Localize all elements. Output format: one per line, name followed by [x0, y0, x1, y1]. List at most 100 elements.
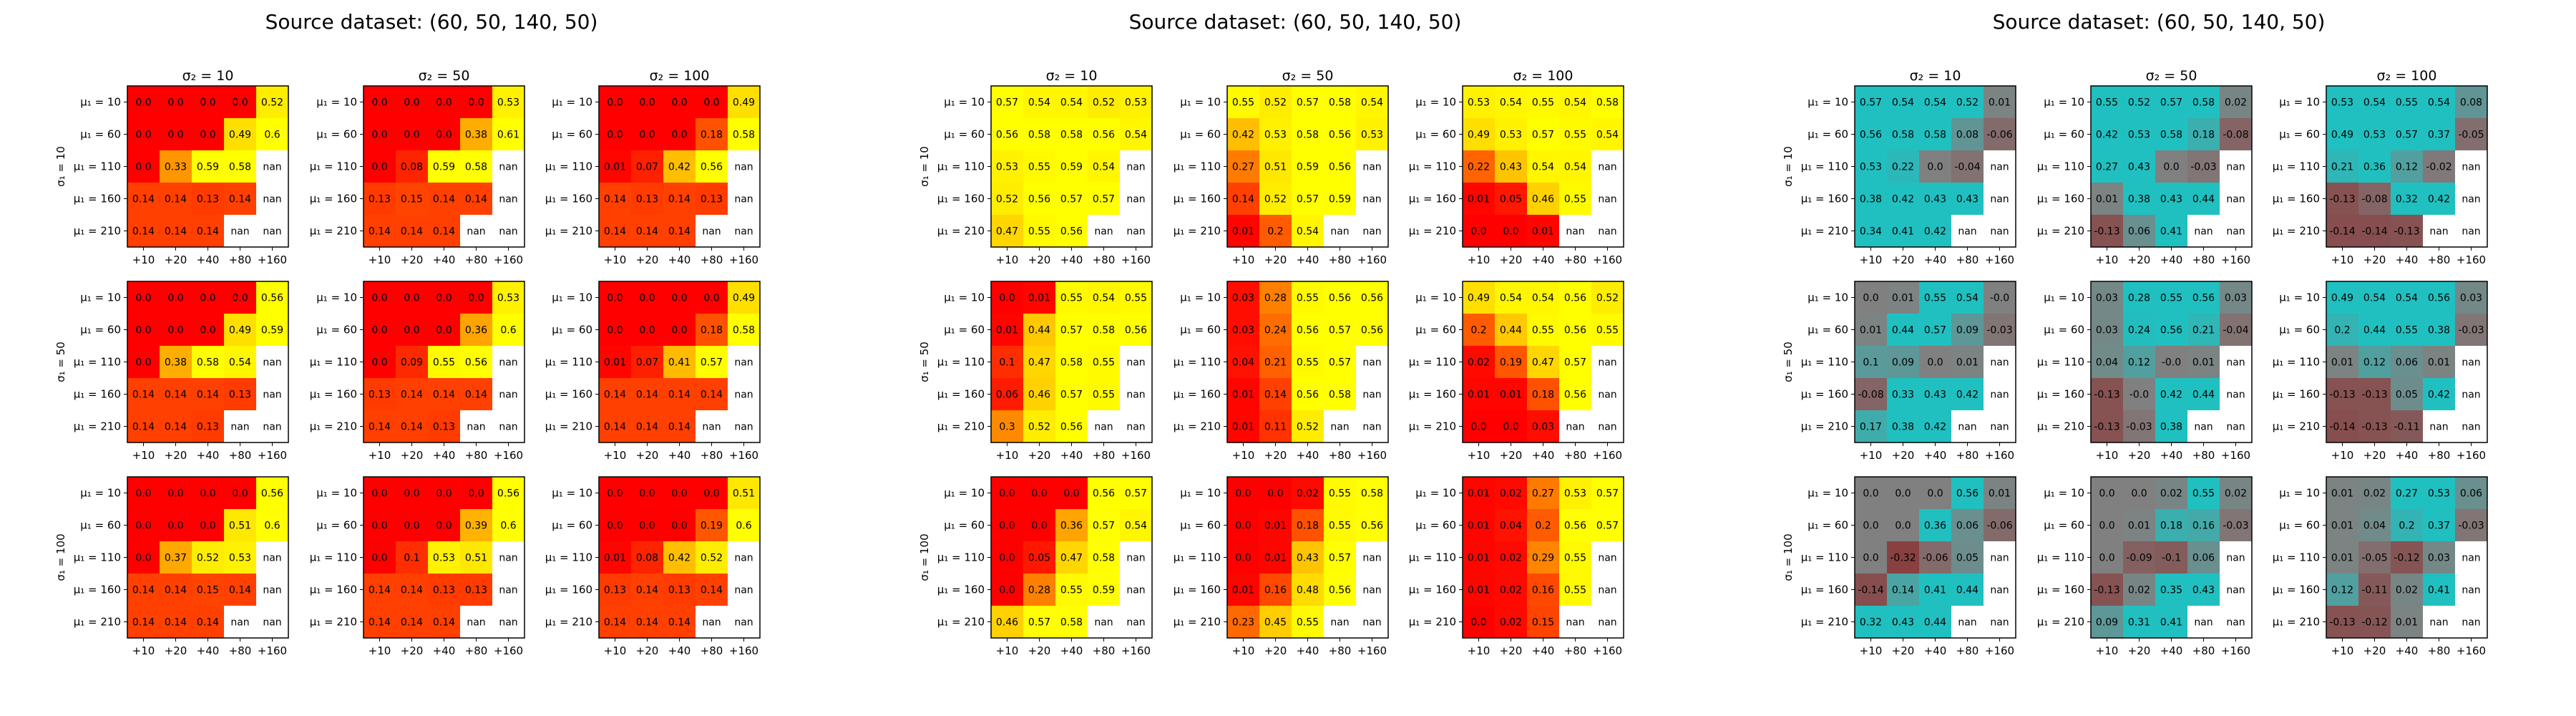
cell-label: 0.47: [1532, 357, 1554, 369]
heatmap-cell: [1088, 410, 1120, 442]
cell-label: 0.44: [1028, 325, 1050, 337]
heatmap-cell: [2358, 378, 2391, 410]
cell-label: nan: [702, 226, 721, 238]
cell-label: 0.56: [1329, 585, 1351, 596]
cell-label: 0.09: [401, 357, 423, 369]
heatmap-cell: [2123, 118, 2155, 150]
cell-label: 0.13: [229, 390, 251, 401]
heatmap-cell: [364, 477, 396, 509]
cell-label: nan: [734, 585, 753, 596]
heatmap-cell: [2391, 281, 2423, 314]
cell-label: 0.46: [1532, 194, 1554, 205]
cell-label: 0.29: [1532, 553, 1554, 564]
heatmap-cell: [2220, 378, 2252, 410]
cell-label: 0.42: [668, 553, 691, 564]
y-tick-label: μ₁ = 210: [2037, 225, 2084, 238]
y-tick-label: μ₁ = 10: [2044, 291, 2084, 304]
y-tick-label: μ₁ = 210: [1409, 225, 1456, 238]
cell-label: nan: [1362, 357, 1381, 369]
x-tick-label: +40: [1297, 253, 1319, 266]
cell-label: 0.35: [2160, 585, 2182, 596]
cell-label: 0.57: [1532, 130, 1554, 141]
heatmap-cell: [1984, 378, 2016, 410]
heatmap-cell: [256, 118, 288, 150]
cell-label: 0.54: [1956, 293, 1979, 304]
cell-label: 0.05: [2396, 390, 2418, 401]
heatmap-cell: [631, 314, 663, 346]
x-tick-label: +80: [1564, 644, 1587, 657]
x-tick-label: +20: [2363, 644, 2386, 657]
subplot-r1-c2: σ₂ = 500.55 0.52 0.57 0.58 0.020.42 0.53 0.58 0…: [2037, 68, 2253, 266]
heatmap-cell: [2187, 378, 2220, 410]
x-tick-label: +40: [1924, 449, 1947, 462]
cell-label: -0.13: [2361, 390, 2387, 401]
heatmap-cell: [1292, 378, 1324, 410]
y-tick-label: μ₁ = 60: [316, 128, 357, 141]
cell-label: 0.47: [996, 226, 1018, 238]
cell-label: 0.01: [1468, 194, 1490, 205]
heatmap-cell: [1855, 118, 1887, 150]
y-tick-label: μ₁ = 10: [552, 291, 592, 304]
cell-label: 0.58: [1596, 97, 1619, 109]
cell-label: nan: [1958, 617, 1976, 629]
heatmap-cell: [256, 215, 288, 247]
cell-label: 0.0: [1470, 226, 1486, 238]
cell-label: 0.56: [2160, 325, 2182, 337]
heatmap-cell: [2187, 118, 2220, 150]
heatmap-cell: [256, 346, 288, 378]
cell-label: 0.14: [433, 617, 455, 629]
cell-label: 0.55: [1060, 585, 1083, 596]
heatmap-cell: [728, 314, 760, 346]
heatmap-cell: [1984, 183, 2016, 215]
heatmap-cell: [2455, 150, 2487, 183]
y-tick-label: μ₁ = 10: [944, 96, 985, 109]
cell-label: 0.38: [2160, 422, 2182, 433]
heatmap-cell: [2220, 410, 2252, 442]
x-tick-label: +10: [1232, 644, 1255, 657]
cell-label: 0.02: [2396, 585, 2418, 596]
cell-label: 0.18: [2192, 130, 2215, 141]
y-tick-label: μ₁ = 60: [552, 128, 592, 141]
x-tick-label: +40: [1532, 644, 1555, 657]
x-tick-label: +80: [1564, 449, 1587, 462]
x-tick-label: +160: [494, 253, 523, 266]
cell-label: 0.0: [999, 521, 1015, 532]
heatmap-cell: [2423, 150, 2455, 183]
cell-label: 0.37: [2428, 521, 2450, 532]
y-tick-label: μ₁ = 110: [74, 551, 121, 564]
cell-label: 0.01: [1232, 422, 1254, 433]
heatmap-cell: [428, 183, 460, 215]
cell-label: 0.56: [1329, 130, 1351, 141]
heatmap-cell: [1984, 118, 2016, 150]
heatmap-cell: [2155, 150, 2187, 183]
heatmap-cell: [1023, 477, 1055, 509]
heatmap-cell: [991, 314, 1023, 346]
cell-label: 0.47: [1028, 357, 1050, 369]
heatmap-cell: [192, 346, 224, 378]
cell-label: nan: [2226, 390, 2245, 401]
heatmap-cell: [160, 410, 192, 442]
cell-label: nan: [230, 422, 249, 433]
cell-label: 0.28: [2128, 293, 2150, 304]
cell-label: 0.1: [404, 553, 419, 564]
heatmap-cell: [1292, 281, 1324, 314]
cell-label: 0.56: [497, 488, 519, 500]
cell-label: 0.54: [1532, 293, 1554, 304]
cell-label: 0.56: [1060, 226, 1083, 238]
cell-label: nan: [1598, 226, 1616, 238]
y-tick-label: μ₁ = 160: [2037, 584, 2084, 596]
cell-label: 0.53: [497, 97, 519, 109]
cell-label: 0.24: [2128, 325, 2150, 337]
cell-label: 0.6: [736, 521, 751, 532]
heatmap-cell: [2423, 215, 2455, 247]
cell-label: 0.55: [1232, 97, 1254, 109]
y-tick-label: μ₁ = 10: [2279, 96, 2320, 109]
cell-label: 0.14: [401, 422, 423, 433]
y-tick-label: μ₁ = 160: [1174, 388, 1221, 401]
heatmap-cell: [1356, 410, 1388, 442]
x-tick-label: +10: [1860, 449, 1883, 462]
heatmap-cell: [2187, 477, 2220, 509]
heatmap-cell: [2358, 281, 2391, 314]
